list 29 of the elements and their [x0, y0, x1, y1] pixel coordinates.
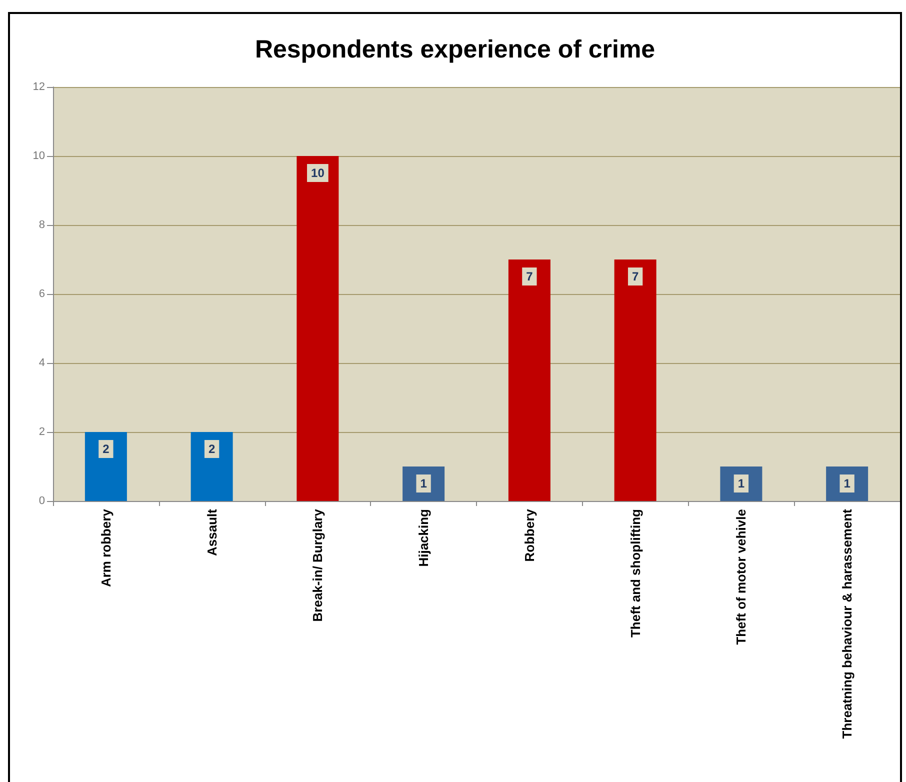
y-tick-label: 10 [32, 150, 45, 162]
x-tick-label: Threatning behaviour & harassement [840, 508, 855, 739]
bar [190, 432, 233, 501]
y-tick-label: 6 [38, 288, 45, 300]
y-tick-label: 0 [38, 495, 45, 507]
y-tick-label: 2 [38, 426, 45, 438]
data-label: 10 [311, 166, 325, 180]
bar [84, 432, 127, 501]
data-label: 7 [526, 270, 534, 284]
data-label: 1 [420, 476, 428, 490]
x-tick-label: Arm robbery [98, 508, 114, 588]
data-label: 7 [632, 270, 639, 284]
x-tick-label: Hijacking [416, 508, 432, 567]
y-tick-label: 12 [32, 81, 45, 93]
x-tick-label: Theft and shoplifting [628, 508, 643, 638]
y-tick-label: 8 [38, 219, 45, 231]
bar [508, 260, 550, 501]
data-label: 1 [738, 476, 745, 490]
bar [296, 156, 339, 501]
data-label: 2 [208, 442, 216, 456]
x-tick-label: Theft of motor vehivle [734, 509, 749, 645]
y-tick-label: 4 [38, 357, 45, 369]
chart-title: Respondents experience of crime [254, 36, 656, 64]
x-tick-label: Break-in/ Burglary [310, 508, 326, 622]
data-label: 1 [844, 476, 851, 490]
data-label: 2 [102, 442, 110, 456]
x-tick-label: Assault [204, 508, 220, 556]
x-tick-label: Robbery [522, 508, 537, 562]
bar [614, 260, 656, 501]
